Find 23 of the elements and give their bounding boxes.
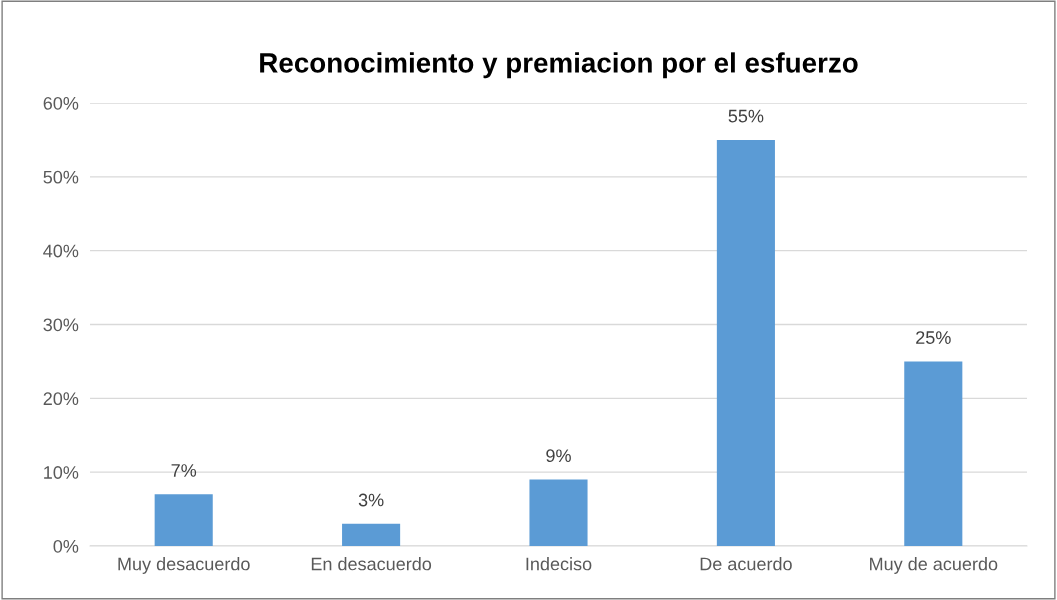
data-label: 25% (916, 331, 951, 344)
data-label: 9% (546, 449, 571, 463)
x-tick-label: Indeciso (526, 557, 592, 571)
y-tick-label: 60% (43, 96, 79, 110)
chart-title: Reconocimiento y premiacion por el esfuerzo (260, 52, 858, 79)
y-tick-label: 0% (53, 539, 79, 553)
data-label: 7% (171, 464, 197, 477)
y-tick-label: 10% (44, 466, 79, 479)
y-tick-label: 50% (43, 170, 79, 184)
x-tick-label: Muy desacuerdo (118, 557, 250, 574)
y-tick-label: 30% (43, 318, 79, 332)
x-tick-label: Muy de acuerdo (870, 557, 998, 574)
x-tick-label: En desacuerdo (311, 557, 432, 571)
bar (154, 494, 213, 546)
bar (529, 479, 588, 546)
y-tick-label: 20% (43, 392, 79, 406)
x-tick-label: De acuerdo (700, 557, 792, 571)
data-label: 55% (728, 109, 764, 123)
y-tick-label: 40% (43, 244, 79, 258)
bar (342, 523, 401, 546)
data-label: 3% (358, 493, 384, 507)
bar (716, 139, 775, 546)
bar (904, 361, 963, 546)
